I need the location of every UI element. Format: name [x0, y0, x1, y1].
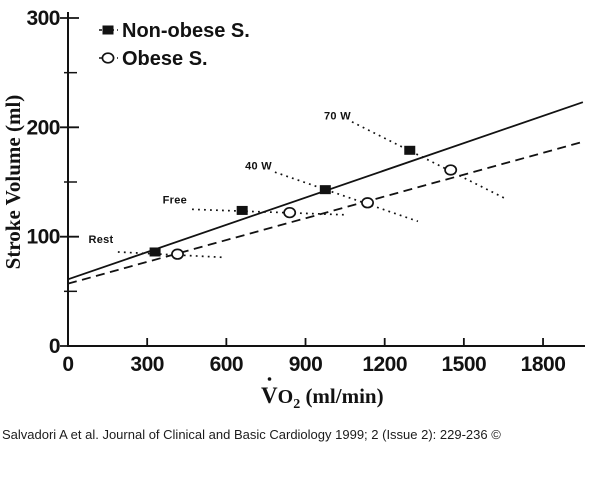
legend: Non-obese S. Obese S. — [99, 20, 250, 70]
x-tick-label-1500: 1500 — [442, 353, 487, 376]
annotation-dotted-line-70-w — [351, 121, 506, 200]
y-axis-label: Stroke Volume (ml) — [1, 95, 25, 270]
point-obese-s-rest — [171, 248, 184, 260]
point-obese-s-70-w — [444, 164, 458, 176]
y-tick-label-0: 0 — [49, 335, 60, 358]
point-non-obese-s-40-w — [319, 185, 331, 195]
point-obese-s-free — [283, 206, 297, 219]
annotation-label-rest: Rest — [88, 234, 113, 246]
annotation-label-free: Free — [163, 194, 187, 206]
citation-text: Salvadori A et al. Journal of Clinical a… — [2, 427, 501, 442]
legend-open-circle-icon — [101, 52, 115, 64]
x-tick-label-300: 300 — [130, 353, 164, 376]
y-tick-label-200: 200 — [26, 116, 60, 139]
x-tick-label-900: 900 — [289, 353, 323, 376]
point-non-obese-s-free — [236, 205, 248, 215]
point-non-obese-s-70-w — [404, 145, 416, 155]
scatter-plot-svg: 0 300 600 900 1200 1500 1800 0 100 200 300 Non-obes… — [1, 7, 585, 412]
x-axis-label: VO2 (ml/min) — [261, 383, 384, 412]
point-obese-s-40-w — [361, 197, 374, 209]
legend-filled-square-icon — [102, 25, 114, 35]
x-tick-label-0: 0 — [62, 353, 73, 376]
y-tick-label-300: 300 — [26, 7, 60, 30]
x-tick-label-600: 600 — [210, 353, 244, 376]
vo2-overdot-icon — [267, 377, 272, 381]
y-tick-label-100: 100 — [26, 226, 60, 249]
legend-label-non-obese-s: Non-obese S. — [122, 20, 250, 42]
x-tick-label-1800: 1800 — [521, 353, 566, 376]
x-tick-label-1200: 1200 — [362, 353, 407, 376]
trend-line-obese-s — [67, 141, 581, 285]
annotation-label-70-w: 70 W — [324, 110, 351, 122]
annotation-dotted-line-40-w — [274, 171, 419, 223]
point-non-obese-s-rest — [149, 247, 161, 257]
annotation-label-40-w: 40 W — [245, 161, 272, 173]
legend-label-obese-s: Obese S. — [122, 48, 208, 70]
